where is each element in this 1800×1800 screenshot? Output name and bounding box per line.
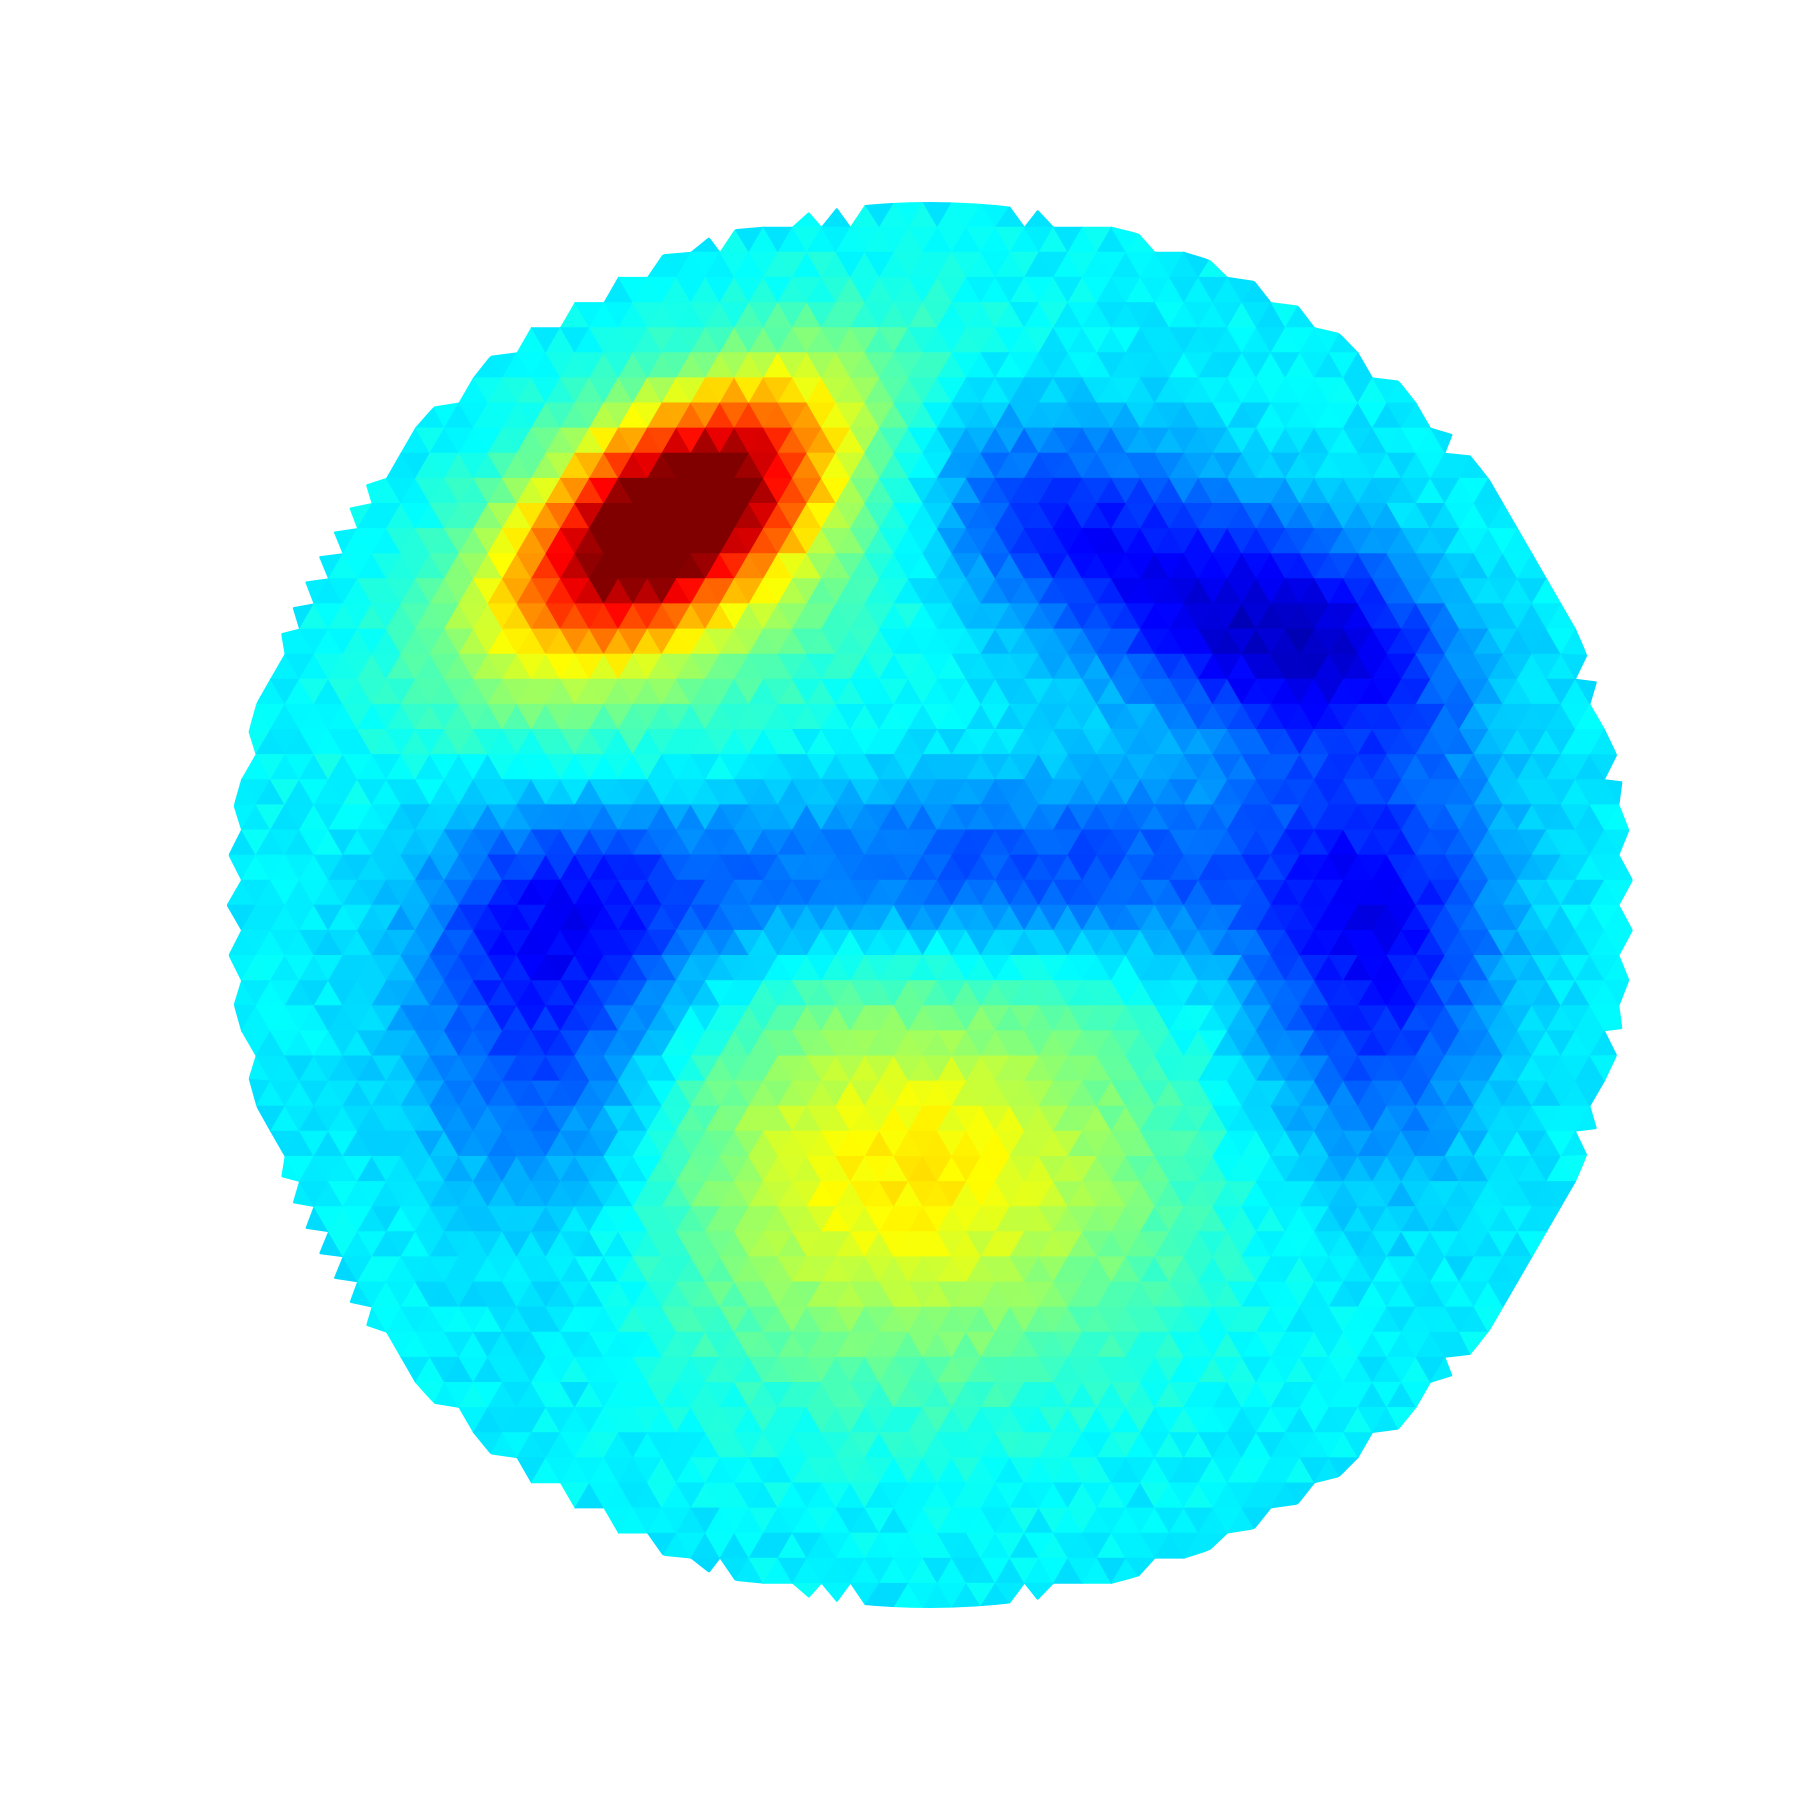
mesh-cell [1603,829,1630,856]
mesh-cell [1328,1457,1359,1478]
mesh-cell [1589,1054,1618,1082]
mesh-cell [1429,1356,1453,1384]
mesh-cell [1574,1105,1598,1132]
mesh-cell [1560,1154,1588,1183]
mesh-cell [1574,1080,1606,1107]
mesh-cell [1502,1256,1533,1283]
mesh-cell [1023,209,1055,228]
mesh-cell [1560,653,1588,681]
mesh-cell [1386,1407,1417,1430]
mesh-cell [1473,1306,1504,1333]
mesh-cell [1487,1281,1519,1308]
mesh-cell [1603,1004,1623,1032]
mesh-cell [1125,1557,1156,1578]
mesh-cell [820,207,852,228]
mesh-cell [1458,1331,1490,1356]
mesh-cell [1603,929,1634,957]
mesh-cell [1545,1181,1577,1208]
mesh-cell [994,1582,1026,1605]
mesh-cell [791,1582,823,1599]
mesh-cell [1023,1582,1055,1601]
mesh-cell [1603,779,1623,807]
mesh-cell [1574,678,1598,706]
mesh-cell [1603,879,1634,907]
mesh-cell [1197,1532,1229,1551]
mesh-cell [1589,754,1618,781]
mesh-cell [1516,1231,1548,1258]
mesh-cell [820,1582,852,1603]
mesh-cell [1241,1507,1272,1530]
disk-boundary [223,198,1637,1612]
mesh-layer [223,198,1637,1612]
mesh-cell [1603,979,1630,1007]
mesh-cell [1342,1432,1374,1459]
mesh-cell [1531,1206,1562,1233]
mesh-cell [1400,1382,1432,1409]
mesh-cell [1429,427,1453,455]
mesh-cell [1284,1482,1316,1505]
mesh-cell [689,1557,721,1573]
